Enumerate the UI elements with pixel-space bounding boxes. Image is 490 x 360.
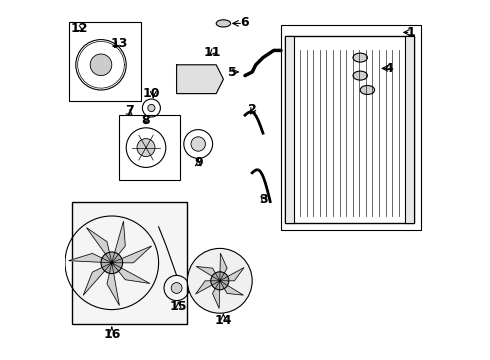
Polygon shape <box>220 253 227 281</box>
Polygon shape <box>220 281 244 295</box>
Polygon shape <box>213 281 220 308</box>
Polygon shape <box>107 263 120 305</box>
Text: 13: 13 <box>110 37 128 50</box>
Circle shape <box>137 139 155 157</box>
Polygon shape <box>196 266 220 281</box>
Text: 2: 2 <box>248 103 257 116</box>
Circle shape <box>187 248 252 313</box>
Ellipse shape <box>216 20 231 27</box>
Text: 7: 7 <box>125 104 134 117</box>
Polygon shape <box>176 65 223 94</box>
Polygon shape <box>83 263 112 295</box>
Text: 5: 5 <box>228 66 237 78</box>
Text: 11: 11 <box>204 46 221 59</box>
Ellipse shape <box>353 71 368 80</box>
Polygon shape <box>196 281 220 294</box>
Text: 16: 16 <box>103 328 121 341</box>
Polygon shape <box>112 263 150 283</box>
Circle shape <box>90 54 112 76</box>
Text: 3: 3 <box>259 193 268 206</box>
Ellipse shape <box>353 53 368 62</box>
Text: 1: 1 <box>406 26 415 39</box>
Text: 15: 15 <box>170 300 187 313</box>
Text: 12: 12 <box>71 22 88 35</box>
Text: 6: 6 <box>241 16 249 29</box>
Polygon shape <box>112 221 125 263</box>
Polygon shape <box>69 253 112 263</box>
Circle shape <box>101 252 122 274</box>
Circle shape <box>211 272 229 290</box>
Text: 14: 14 <box>215 314 232 327</box>
Circle shape <box>191 137 205 151</box>
Bar <box>285 36 294 223</box>
Text: 4: 4 <box>385 62 393 75</box>
Polygon shape <box>87 228 112 263</box>
Ellipse shape <box>360 86 374 95</box>
Bar <box>281 25 421 230</box>
Bar <box>119 115 180 180</box>
Text: 8: 8 <box>142 114 150 127</box>
Polygon shape <box>220 267 244 281</box>
Bar <box>405 36 414 223</box>
Bar <box>285 36 414 223</box>
Circle shape <box>171 283 182 293</box>
Circle shape <box>148 104 155 112</box>
Polygon shape <box>112 246 151 263</box>
Text: 9: 9 <box>194 156 202 169</box>
Bar <box>69 22 141 101</box>
Text: 10: 10 <box>143 87 160 100</box>
Bar <box>72 202 187 324</box>
